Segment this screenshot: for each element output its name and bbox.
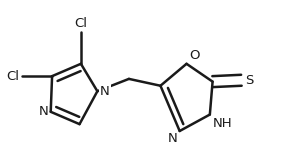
- Text: Cl: Cl: [6, 70, 19, 83]
- Text: N: N: [100, 85, 110, 98]
- Text: N: N: [168, 132, 177, 145]
- Text: NH: NH: [213, 117, 232, 130]
- Text: O: O: [189, 49, 200, 62]
- Text: N: N: [39, 105, 48, 118]
- Text: Cl: Cl: [74, 16, 87, 30]
- Text: S: S: [245, 74, 253, 87]
